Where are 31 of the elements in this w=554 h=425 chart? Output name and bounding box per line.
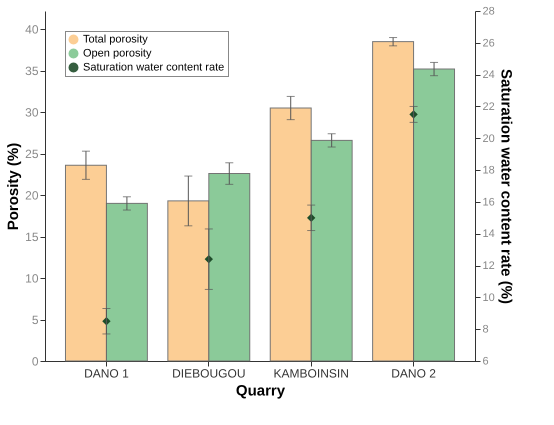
y2-tick-label: 6 (482, 356, 489, 368)
y2-tick-label: 24 (482, 69, 495, 82)
x-tick-label: DIEBOUGOU (172, 366, 246, 380)
x-tick-label: KAMBOINSIN (274, 366, 349, 380)
y2-tick-label: 22 (482, 100, 495, 113)
y-tick-label: 10 (25, 272, 39, 286)
y2-tick-label: 8 (482, 324, 489, 336)
legend-label: Saturation water content rate (83, 62, 224, 74)
x-tick-label: DANO 1 (84, 366, 130, 380)
legend-label: Total porosity (83, 34, 148, 46)
y2-tick-label: 28 (482, 6, 495, 18)
legend-label: Open porosity (83, 48, 152, 60)
y-tick-label: 20 (25, 188, 39, 203)
y2-tick-label: 20 (482, 132, 495, 145)
y2-axis-title: Saturation water content rate (%) (498, 68, 515, 304)
y-axis-title: Porosity (%) (5, 142, 22, 230)
y-tick-label: 25 (25, 147, 39, 162)
y-tick-label: 40 (25, 22, 39, 37)
y2-tick-label: 16 (482, 196, 495, 208)
y-tick-label: 30 (25, 106, 39, 120)
y2-tick-label: 14 (482, 228, 495, 240)
x-axis-title: Quarry (236, 382, 286, 400)
y2-tick-label: 26 (482, 37, 495, 50)
x-tick-label: DANO 2 (391, 366, 436, 380)
y-tick-label: 15 (25, 230, 39, 244)
y-tick-label: 0 (32, 354, 39, 368)
y2-tick-label: 18 (482, 164, 495, 177)
y2-tick-label: 12 (482, 260, 495, 272)
y-tick-label: 5 (32, 313, 39, 328)
y2-tick-label: 10 (482, 292, 495, 304)
y-tick-label: 35 (25, 64, 39, 78)
